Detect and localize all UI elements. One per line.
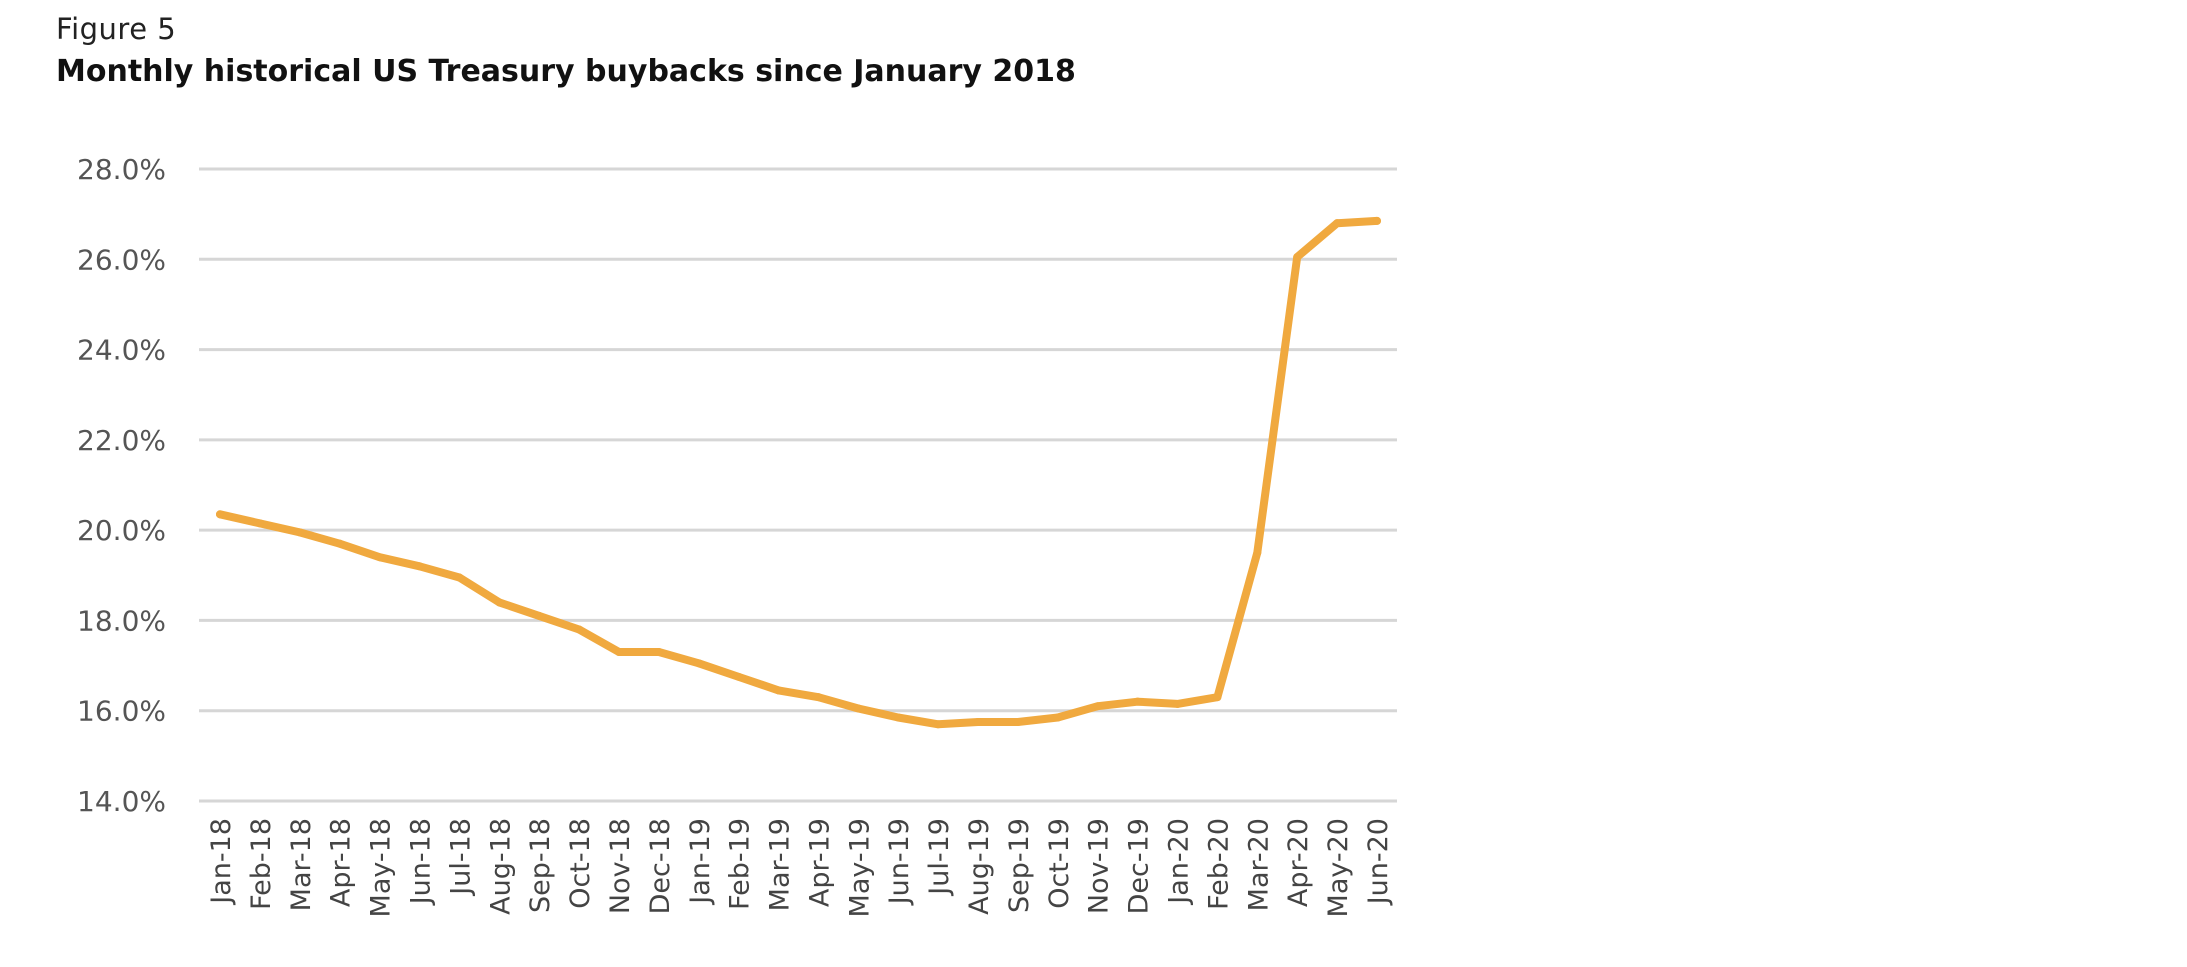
x-tick-label: Sep-18 [525, 818, 556, 913]
data-point [455, 573, 464, 582]
data-point [774, 686, 783, 695]
x-tick-label: Sep-19 [1004, 818, 1035, 913]
series-layer [216, 216, 1381, 729]
y-tick-label: 26.0% [77, 243, 166, 276]
data-point [1373, 216, 1381, 225]
y-tick-label: 28.0% [77, 153, 166, 186]
data-point [535, 611, 544, 620]
series-line [216, 216, 1381, 729]
data-point [1053, 713, 1062, 722]
x-tick-label: Mar-18 [286, 818, 317, 911]
y-tick-label: 22.0% [77, 424, 166, 457]
x-tick-label: Apr-18 [326, 818, 357, 907]
data-point [1133, 697, 1142, 706]
x-tick-label: Oct-19 [1044, 818, 1075, 909]
y-tick-label: 20.0% [77, 514, 166, 547]
data-point [415, 562, 424, 571]
x-tick-label: Jul-18 [445, 818, 476, 897]
figure-label: Figure 5 [56, 12, 177, 46]
data-point [295, 528, 304, 537]
data-point [694, 659, 703, 668]
x-tick-label: Mar-20 [1243, 818, 1274, 911]
data-point [854, 704, 863, 713]
data-point [1293, 253, 1302, 262]
chart-title: Monthly historical US Treasury buybacks … [56, 54, 1076, 89]
data-point [1093, 702, 1102, 711]
x-tick-label: Jun-19 [884, 818, 915, 906]
data-point [1173, 699, 1182, 708]
x-axis-ticks: Jan-18 Feb-18 Mar-18 Apr-18 May-18 Jun-18 Jul-… [206, 818, 1394, 917]
x-tick-label: May-20 [1323, 818, 1354, 917]
y-tick-label: 18.0% [77, 604, 166, 637]
data-point [495, 598, 504, 607]
data-point [375, 553, 384, 562]
x-tick-label: Jun-20 [1363, 818, 1394, 906]
x-tick-label: May-19 [844, 818, 875, 917]
x-tick-label: Jul-19 [924, 818, 955, 897]
data-point [216, 510, 224, 519]
x-tick-label: Jun-18 [405, 818, 436, 906]
x-tick-label: May-18 [366, 818, 397, 917]
data-point [1253, 548, 1262, 557]
data-point [894, 713, 903, 722]
data-point [654, 648, 663, 657]
x-tick-label: Dec-19 [1124, 818, 1155, 914]
x-tick-label: Feb-20 [1203, 818, 1234, 910]
x-tick-label: Jan-18 [206, 818, 237, 906]
x-tick-label: Dec-18 [645, 818, 676, 914]
data-point [1333, 219, 1342, 228]
x-tick-label: Nov-18 [605, 818, 636, 914]
data-point [335, 539, 344, 548]
y-tick-label: 16.0% [77, 695, 166, 728]
data-point [734, 672, 743, 681]
x-tick-label: Apr-19 [804, 818, 835, 907]
x-tick-label: Aug-18 [485, 818, 516, 915]
x-tick-label: Aug-19 [964, 818, 995, 915]
x-tick-label: Jan-20 [1164, 818, 1195, 906]
data-point [614, 648, 623, 657]
grid-layer [199, 167, 1397, 803]
data-point [255, 519, 264, 528]
y-axis-ticks: 14.0% 16.0% 18.0% 20.0% 22.0% 24.0% 26.0% 28.0% [77, 153, 166, 818]
data-point [1213, 693, 1222, 702]
x-tick-label: Jan-19 [685, 818, 716, 906]
x-tick-label: Apr-20 [1283, 818, 1314, 907]
data-point [974, 718, 983, 726]
data-point [814, 693, 823, 702]
y-tick-label: 14.0% [77, 785, 166, 818]
data-point [934, 720, 943, 729]
data-point [575, 625, 584, 634]
data-point [1013, 718, 1022, 726]
x-tick-label: Oct-18 [565, 818, 596, 909]
y-tick-label: 24.0% [77, 334, 166, 367]
x-tick-label: Feb-18 [246, 818, 277, 910]
x-tick-label: Nov-19 [1084, 818, 1115, 914]
x-tick-label: Mar-19 [765, 818, 796, 911]
x-tick-label: Feb-19 [725, 818, 756, 910]
